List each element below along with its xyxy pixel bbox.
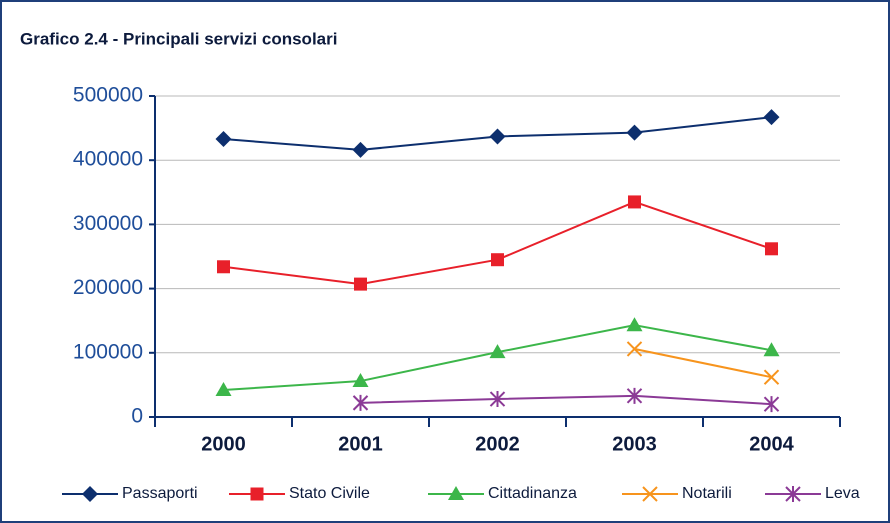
legend-label: Passaporti — [122, 485, 198, 502]
chart-title: Grafico 2.4 - Principali servizi consola… — [20, 29, 337, 48]
legend-label: Leva — [825, 485, 860, 502]
marker — [626, 124, 643, 141]
marker — [763, 369, 780, 385]
marker — [489, 344, 506, 359]
marker — [354, 277, 367, 291]
y-tick-label: 500000 — [73, 84, 143, 107]
y-tick-label: 100000 — [73, 340, 143, 363]
legend-marker — [250, 487, 264, 501]
x-tick-label: 2003 — [612, 433, 657, 455]
series-line — [634, 347, 772, 379]
marker — [352, 141, 369, 158]
legend-marker — [448, 486, 464, 500]
x-tick-label: 2004 — [749, 433, 794, 455]
y-tick-label: 400000 — [73, 148, 143, 171]
marker — [489, 391, 506, 408]
x-tick-label: 2000 — [201, 433, 246, 455]
legend-marker — [642, 486, 658, 502]
marker — [215, 131, 232, 148]
y-tick-label: 200000 — [73, 276, 143, 299]
legend-label: Cittadinanza — [488, 485, 577, 502]
marker — [352, 373, 369, 388]
marker — [491, 253, 504, 267]
marker — [626, 387, 643, 404]
y-tick-label: 0 — [131, 405, 143, 428]
marker — [763, 396, 780, 413]
marker — [626, 317, 643, 332]
y-tick-label: 300000 — [73, 212, 143, 235]
series-line — [360, 394, 772, 406]
legend-marker — [785, 486, 801, 502]
marker — [215, 382, 232, 397]
legend-label: Stato Civile — [289, 485, 370, 502]
marker — [628, 195, 641, 209]
marker — [626, 341, 643, 357]
marker — [217, 260, 230, 274]
x-tick-label: 2002 — [475, 433, 520, 455]
marker — [352, 394, 369, 411]
marker — [489, 128, 506, 145]
marker — [763, 342, 780, 357]
x-tick-label: 2001 — [338, 433, 383, 455]
marker — [765, 242, 778, 256]
marker — [763, 109, 780, 126]
legend-marker — [82, 486, 98, 502]
legend-label: Notarili — [682, 485, 732, 502]
